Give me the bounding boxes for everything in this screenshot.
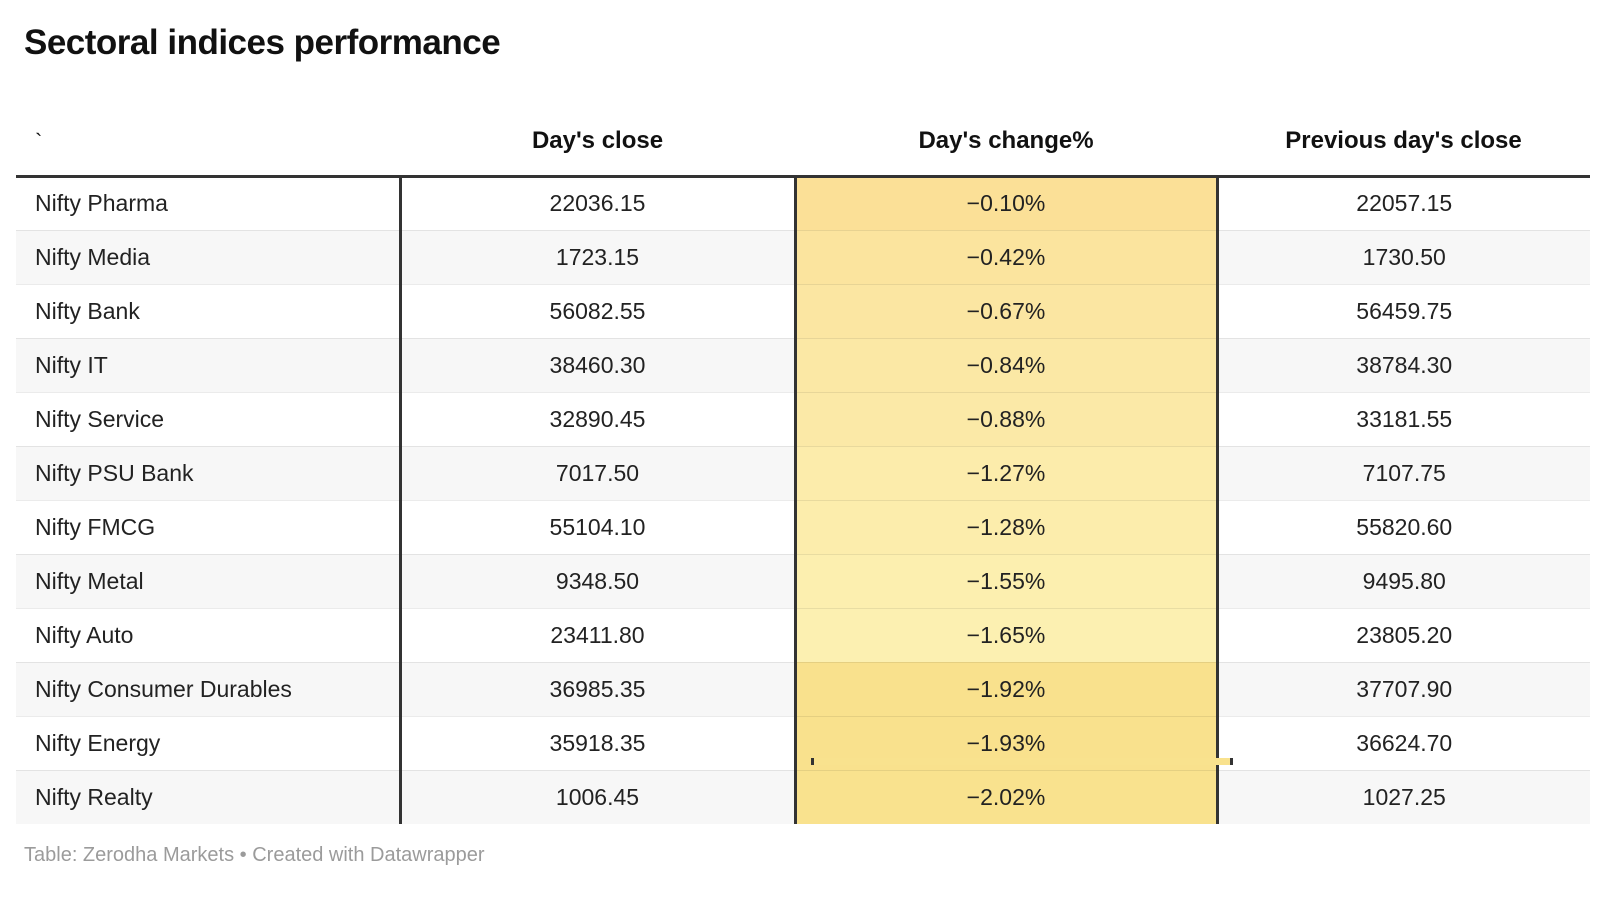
datawrapper-table-page: Sectoral indices performance ` Day's clo… bbox=[16, 23, 1590, 866]
cell-days-change: −0.88% bbox=[793, 391, 1219, 446]
cell-days-change: −0.10% bbox=[793, 176, 1219, 230]
cell-days-close: 9348.50 bbox=[400, 553, 795, 608]
table-row: Nifty Service 32890.45 −0.88% 33181.55 bbox=[16, 391, 1590, 446]
cell-days-close: 7017.50 bbox=[400, 445, 795, 500]
cell-days-change: −0.84% bbox=[793, 337, 1219, 392]
cell-days-close: 38460.30 bbox=[400, 337, 795, 392]
cell-prev-close: 36624.70 bbox=[1217, 715, 1590, 770]
cell-prev-close: 37707.90 bbox=[1217, 661, 1590, 716]
cell-prev-close: 9495.80 bbox=[1217, 553, 1590, 608]
cell-prev-close: 33181.55 bbox=[1217, 391, 1590, 446]
table-row: Nifty IT 38460.30 −0.84% 38784.30 bbox=[16, 337, 1590, 392]
cell-days-change: −1.93% bbox=[793, 715, 1219, 770]
cell-days-close: 56082.55 bbox=[400, 283, 795, 338]
table-row: Nifty Realty 1006.45 −2.02% 1027.25 bbox=[16, 769, 1590, 824]
cell-days-change: −1.28% bbox=[793, 499, 1219, 554]
cell-prev-close: 55820.60 bbox=[1217, 499, 1590, 554]
cell-days-change: −2.02% bbox=[793, 769, 1219, 824]
cell-days-close: 1723.15 bbox=[400, 229, 795, 284]
cell-days-change: −1.92% bbox=[793, 661, 1219, 716]
cell-days-close: 35918.35 bbox=[400, 715, 795, 770]
cell-days-change: −1.55% bbox=[793, 553, 1219, 608]
cell-days-change: −1.27% bbox=[793, 445, 1219, 500]
cell-prev-close: 7107.75 bbox=[1217, 445, 1590, 500]
table-row: Nifty Media 1723.15 −0.42% 1730.50 bbox=[16, 229, 1590, 284]
table-row: Nifty FMCG 55104.10 −1.28% 55820.60 bbox=[16, 499, 1590, 554]
table-row: Nifty Energy 35918.35 −1.93% 36624.70 bbox=[16, 715, 1590, 770]
cell-index-name: Nifty Pharma bbox=[16, 176, 402, 230]
cell-days-change: −1.65% bbox=[793, 607, 1219, 662]
cell-index-name: Nifty Realty bbox=[16, 769, 402, 824]
cell-index-name: Nifty FMCG bbox=[16, 499, 402, 554]
cell-index-name: Nifty Service bbox=[16, 391, 402, 446]
column-header-days-change: Day's change% bbox=[795, 108, 1217, 178]
table-row: Nifty Pharma 22036.15 −0.10% 22057.15 bbox=[16, 176, 1590, 230]
cell-index-name: Nifty Consumer Durables bbox=[16, 661, 402, 716]
cell-index-name: Nifty Media bbox=[16, 229, 402, 284]
cell-index-name: Nifty PSU Bank bbox=[16, 445, 402, 500]
change-column-overhang bbox=[811, 758, 1233, 765]
cell-index-name: Nifty Energy bbox=[16, 715, 402, 770]
table-row: Nifty Consumer Durables 36985.35 −1.92% 377… bbox=[16, 661, 1590, 716]
table-row: Nifty Metal 9348.50 −1.55% 9495.80 bbox=[16, 553, 1590, 608]
header-row: ` Day's close Day's change% Previous day… bbox=[16, 108, 1590, 178]
sectoral-indices-table: ` Day's close Day's change% Previous day… bbox=[16, 108, 1590, 824]
cell-days-change: −0.42% bbox=[793, 229, 1219, 284]
cell-index-name: Nifty Bank bbox=[16, 283, 402, 338]
page-title: Sectoral indices performance bbox=[24, 23, 501, 62]
cell-prev-close: 38784.30 bbox=[1217, 337, 1590, 392]
column-header-prev-close: Previous day's close bbox=[1217, 108, 1590, 178]
cell-prev-close: 1027.25 bbox=[1217, 769, 1590, 824]
cell-index-name: Nifty Metal bbox=[16, 553, 402, 608]
cell-days-close: 1006.45 bbox=[400, 769, 795, 824]
cell-prev-close: 22057.15 bbox=[1217, 176, 1590, 230]
cell-index-name: Nifty IT bbox=[16, 337, 402, 392]
table-row: Nifty PSU Bank 7017.50 −1.27% 7107.75 bbox=[16, 445, 1590, 500]
cell-prev-close: 23805.20 bbox=[1217, 607, 1590, 662]
column-header-index-name: ` bbox=[16, 108, 400, 178]
cell-prev-close: 1730.50 bbox=[1217, 229, 1590, 284]
table-attribution: Table: Zerodha Markets • Created with Da… bbox=[24, 844, 485, 866]
cell-days-close: 36985.35 bbox=[400, 661, 795, 716]
column-header-days-close: Day's close bbox=[400, 108, 795, 178]
cell-prev-close: 56459.75 bbox=[1217, 283, 1590, 338]
cell-days-close: 23411.80 bbox=[400, 607, 795, 662]
table-row: Nifty Bank 56082.55 −0.67% 56459.75 bbox=[16, 283, 1590, 338]
table-row: Nifty Auto 23411.80 −1.65% 23805.20 bbox=[16, 607, 1590, 662]
cell-days-close: 32890.45 bbox=[400, 391, 795, 446]
cell-days-close: 55104.10 bbox=[400, 499, 795, 554]
cell-days-change: −0.67% bbox=[793, 283, 1219, 338]
cell-index-name: Nifty Auto bbox=[16, 607, 402, 662]
cell-days-close: 22036.15 bbox=[400, 176, 795, 230]
